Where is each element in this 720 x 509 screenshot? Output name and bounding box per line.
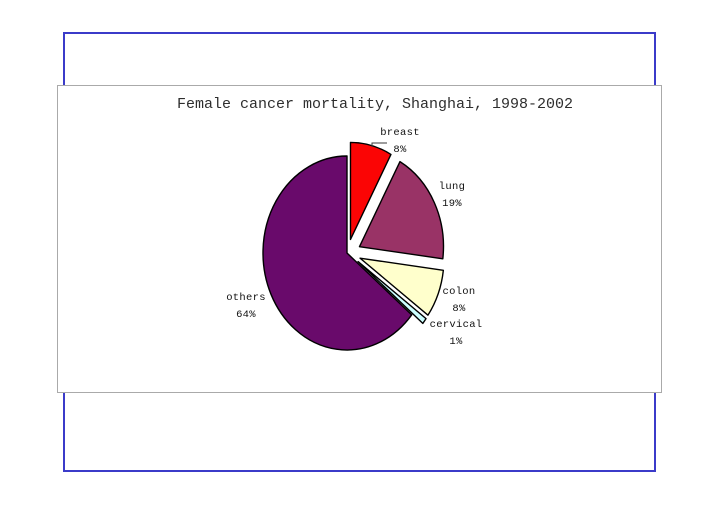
slice-label-others: others 64% [226,290,266,324]
slice-label-lung: lung 19% [439,179,465,213]
pie-slice-breast [349,141,392,241]
slice-percent: 64% [236,309,256,321]
slice-name: breast [380,127,420,139]
slice-label-colon: colon 8% [442,284,475,318]
pie-slice-lung [358,160,445,260]
slice-percent: 8% [393,144,407,156]
leader-line-breast [371,142,387,147]
slice-percent: 8% [452,303,466,315]
slice-name: cervical [429,319,483,331]
slice-label-breast: breast 8% [380,125,420,159]
pie-slice-others [262,155,413,351]
slice-label-cervical: cervical 1% [430,317,483,351]
slice-percent: 1% [449,336,463,348]
pie-slice-colon [359,257,445,316]
chart-title: Female cancer mortality, Shanghai, 1998-… [176,96,574,113]
pie-slice-cervical [357,260,427,325]
slice-percent: 19% [442,198,462,210]
slice-name: lung [438,181,466,193]
slice-name: colon [442,286,476,298]
slice-name: others [226,292,266,304]
